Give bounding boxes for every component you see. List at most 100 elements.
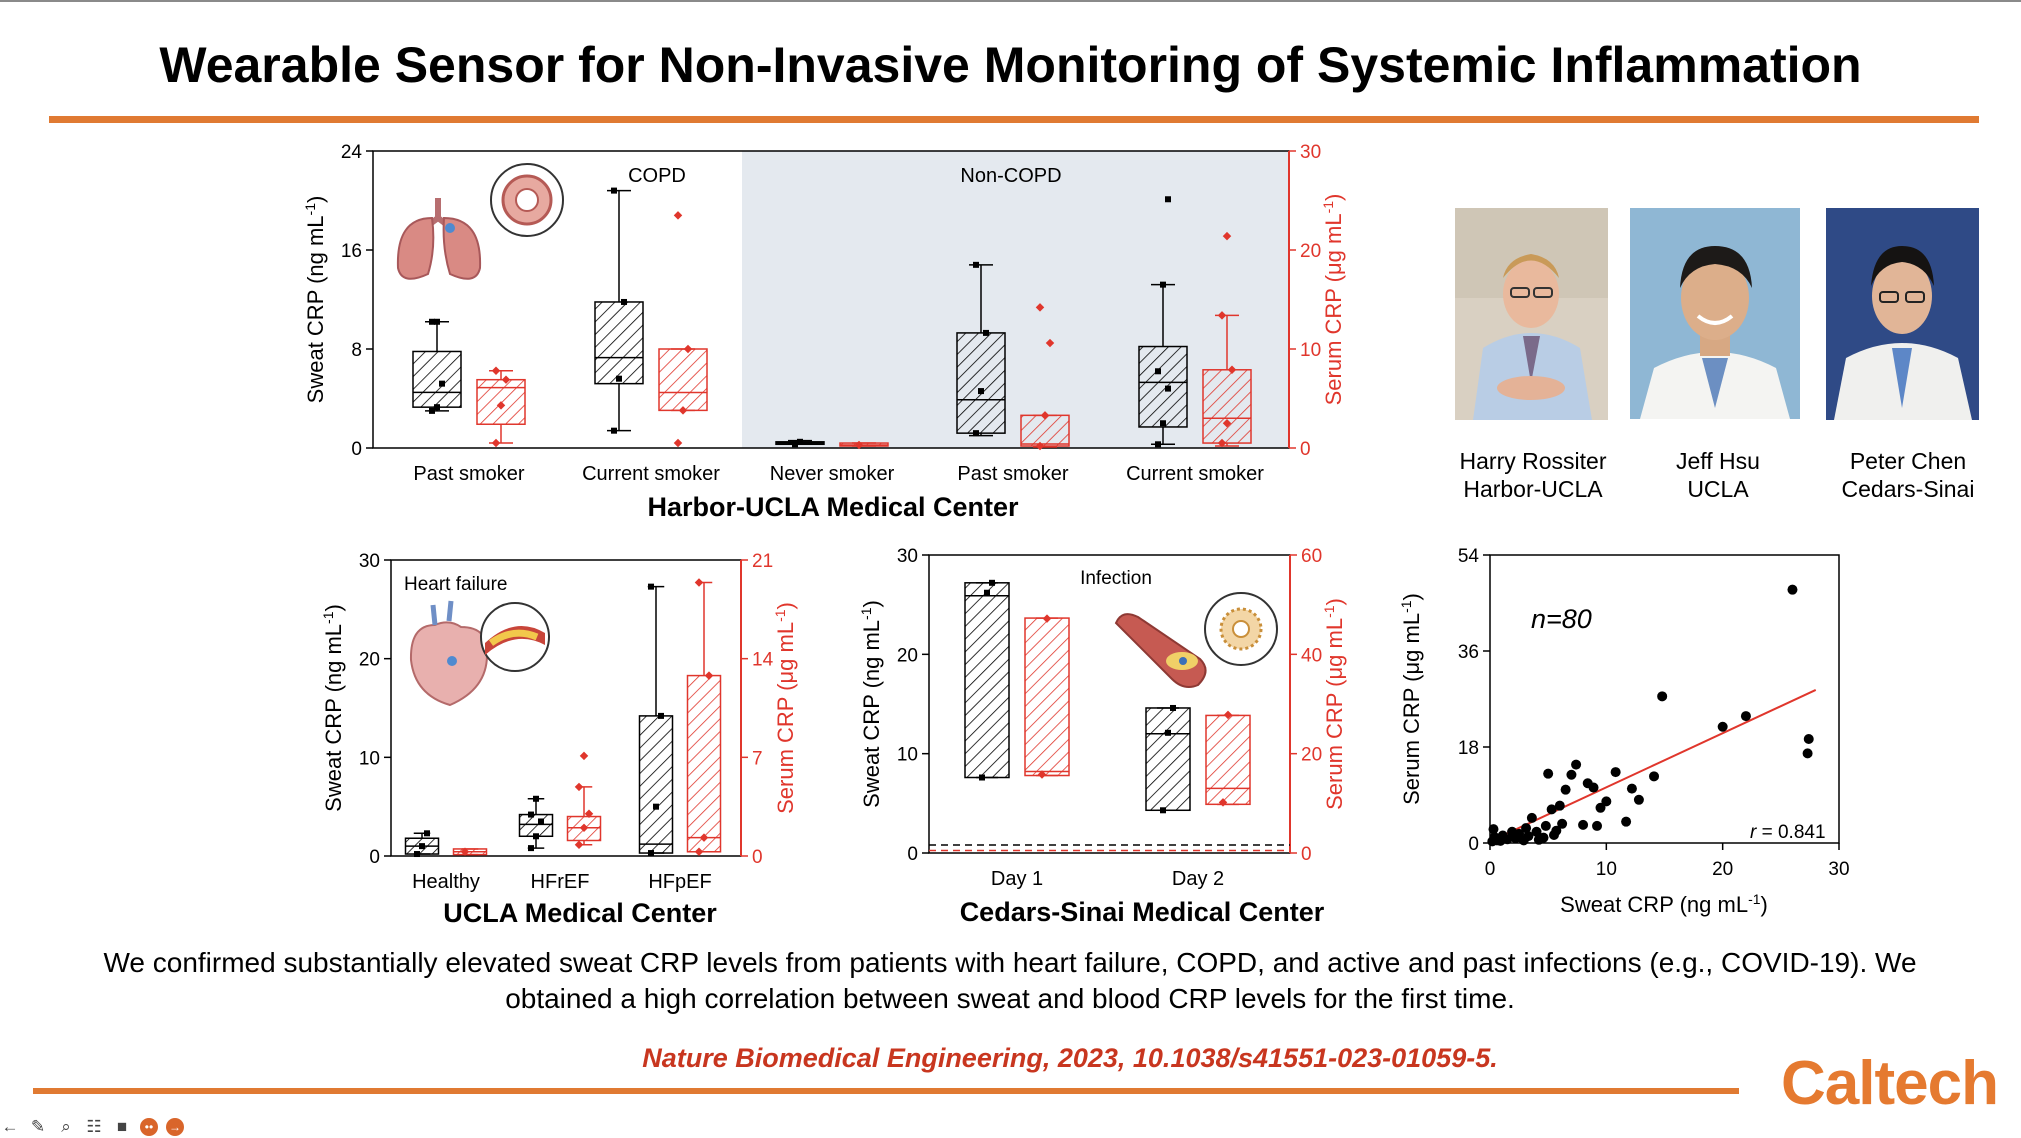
scatter-point xyxy=(1521,823,1532,834)
pen-icon[interactable]: ✎ xyxy=(30,1117,46,1136)
data-point xyxy=(434,318,440,325)
scatter-frame xyxy=(1489,554,1840,844)
forward-arrow-icon[interactable]: → xyxy=(166,1118,184,1136)
box xyxy=(412,350,462,408)
data-point xyxy=(1155,441,1161,448)
box xyxy=(1024,617,1070,777)
data-point xyxy=(1223,710,1233,720)
data-point xyxy=(1165,729,1171,736)
data-point xyxy=(584,809,594,818)
tick-label-left: 10 xyxy=(897,745,918,766)
heart-icon xyxy=(409,600,550,707)
data-point xyxy=(1218,798,1228,807)
back-arrow-icon[interactable]: ← xyxy=(1,1117,19,1136)
tick-label-right: 0 xyxy=(1300,439,1311,460)
person-name: Peter Chen xyxy=(1849,448,1967,474)
data-point xyxy=(491,366,501,376)
category-label: Past smoker xyxy=(413,463,524,485)
lungs-icon xyxy=(396,163,564,280)
scatter-point xyxy=(1551,825,1562,836)
citation: Nature Biomedical Engineering, 2023, 10.… xyxy=(642,1043,1498,1073)
fit-line xyxy=(1489,689,1817,843)
data-point xyxy=(694,578,704,587)
scatter-point xyxy=(1803,734,1814,744)
tick-label-left: 20 xyxy=(897,645,918,666)
x-axis-label: Sweat CRP (ng mL-1) xyxy=(1560,891,1768,917)
scatter-point xyxy=(1610,767,1621,778)
category-label: HFrEF xyxy=(531,871,590,893)
caption-line: We confirmed substantially elevated swea… xyxy=(103,947,1917,978)
blood-vessel xyxy=(1114,613,1207,688)
data-point xyxy=(579,823,589,833)
y-tick-label: 54 xyxy=(1458,546,1480,567)
scatter-point xyxy=(1649,771,1660,782)
tick-label-right: 20 xyxy=(1301,745,1322,766)
panel-title: Cedars-Sinai Medical Center xyxy=(960,897,1325,927)
tick-label-right: 7 xyxy=(752,748,763,769)
tick-label-left: 30 xyxy=(897,546,918,567)
person-affiliation: Cedars-Sinai xyxy=(1841,476,1975,502)
box xyxy=(1145,707,1191,812)
box xyxy=(686,674,722,853)
data-point xyxy=(648,583,654,590)
data-point xyxy=(984,589,990,596)
scatter-point xyxy=(1560,784,1571,795)
data-point xyxy=(1222,419,1232,428)
more-icon[interactable]: •• xyxy=(140,1118,158,1136)
data-point xyxy=(538,818,544,825)
data-point xyxy=(1040,411,1050,420)
photo-harry-rossiter xyxy=(1455,208,1608,420)
person-harry-rossiter: Harry Rossiter Harbor-UCLA xyxy=(1428,447,1638,503)
tick-label-left: 0 xyxy=(369,847,380,868)
y-axis-label-right: Serum CRP (μg mL-1) xyxy=(772,602,798,814)
scatter-point xyxy=(1787,584,1798,595)
data-point xyxy=(973,261,979,268)
data-point xyxy=(704,671,714,680)
airway-lumen xyxy=(515,188,539,212)
x-tick-label: 30 xyxy=(1828,859,1849,880)
lung-marker xyxy=(445,223,455,233)
category-label: Day 1 xyxy=(991,868,1043,890)
box xyxy=(956,332,1006,434)
y-axis-label-right: Serum CRP (μg mL-1) xyxy=(1321,598,1347,810)
data-point xyxy=(678,406,688,415)
x-tick-label: 0 xyxy=(1485,859,1496,880)
non-copd-shading xyxy=(742,151,1289,448)
category-label: Healthy xyxy=(412,871,480,893)
scatter-point xyxy=(1633,794,1644,805)
scatter-point xyxy=(1523,831,1534,842)
data-point xyxy=(460,847,470,857)
vessel-marker xyxy=(1179,657,1187,665)
plaque xyxy=(488,629,539,646)
scatter-point xyxy=(1802,748,1813,759)
data-point xyxy=(1170,704,1176,711)
tick-label-right: 0 xyxy=(1301,844,1312,865)
zoom-icon[interactable]: ⌕ xyxy=(61,1117,71,1136)
data-point xyxy=(414,851,420,858)
tick-label-right: 0 xyxy=(752,847,763,868)
x-tick-label: 10 xyxy=(1596,859,1617,880)
scatter-point xyxy=(1488,824,1499,835)
data-point xyxy=(574,840,584,849)
category-label: Current smoker xyxy=(1126,463,1264,485)
data-point xyxy=(611,187,617,194)
captions-icon[interactable]: ☷ xyxy=(86,1117,102,1136)
data-point xyxy=(1165,196,1171,203)
y-tick-label: 0 xyxy=(1468,834,1479,855)
virus-icon xyxy=(1114,592,1278,688)
scatter-point xyxy=(1740,711,1751,722)
scatter-point xyxy=(1626,783,1637,794)
data-point xyxy=(579,751,589,761)
tick-label-right: 60 xyxy=(1301,546,1322,567)
data-point xyxy=(1160,281,1166,288)
annotation-infection: Infection xyxy=(1080,568,1152,589)
box xyxy=(964,582,1010,779)
scatter-point xyxy=(1588,782,1599,793)
panel-title: UCLA Medical Center xyxy=(443,898,717,928)
data-point xyxy=(699,833,709,842)
camera-icon[interactable]: ■ xyxy=(116,1117,128,1136)
category-label: Never smoker xyxy=(770,463,895,485)
tick-label-right: 10 xyxy=(1300,340,1321,361)
scatter-point xyxy=(1717,721,1728,732)
